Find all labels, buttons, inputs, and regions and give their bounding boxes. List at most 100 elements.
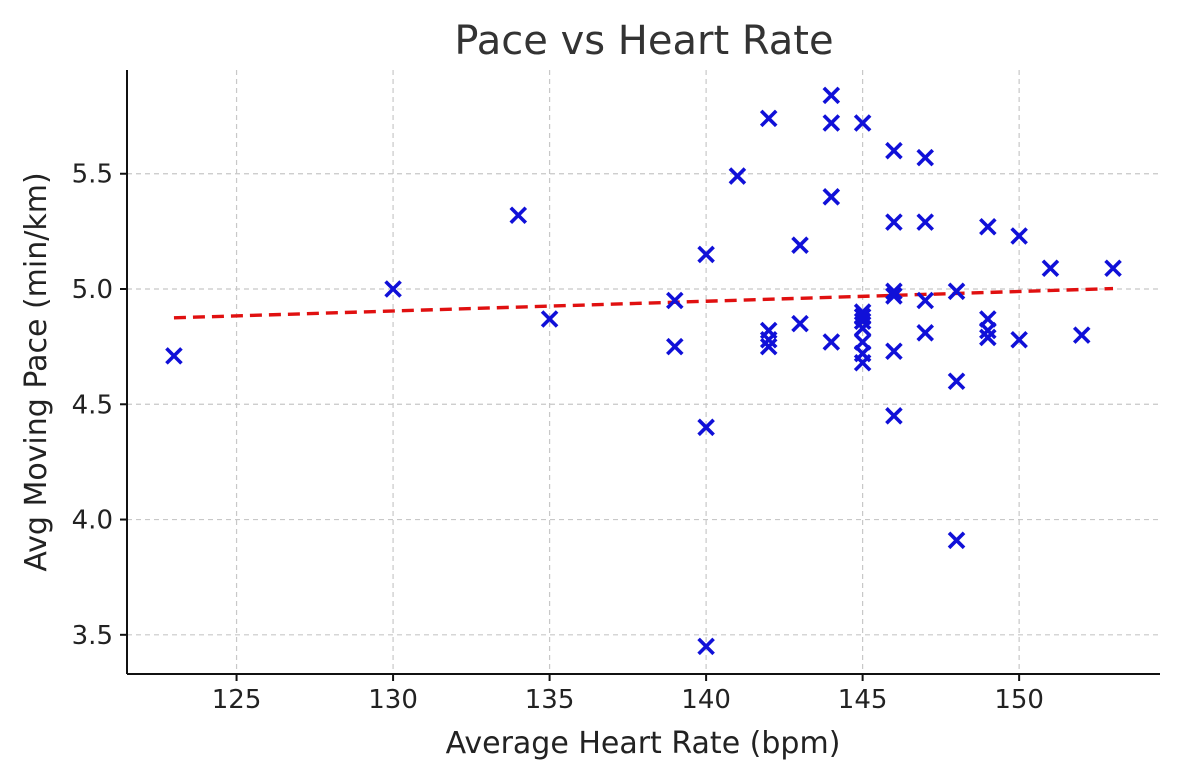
marker-stroke xyxy=(1072,326,1091,344)
chart-title: Pace vs Heart Rate xyxy=(454,18,833,64)
marker-stroke xyxy=(791,314,809,333)
marker-stroke xyxy=(509,206,528,225)
marker-stroke xyxy=(853,354,872,372)
data-point-marker xyxy=(791,314,809,333)
data-points xyxy=(165,86,1122,656)
marker-stroke xyxy=(947,531,966,550)
marker-stroke xyxy=(1041,259,1060,278)
y-tick-label: 5.0 xyxy=(72,275,113,305)
marker-stroke xyxy=(885,287,903,305)
marker-stroke xyxy=(1010,227,1028,245)
data-point-marker xyxy=(979,321,997,340)
data-point-marker xyxy=(384,280,402,298)
marker-stroke xyxy=(822,188,841,206)
marker-stroke xyxy=(759,337,778,356)
data-point-marker xyxy=(697,637,715,656)
marker-stroke xyxy=(853,312,872,331)
data-point-marker xyxy=(1010,227,1028,245)
marker-stroke xyxy=(853,319,872,337)
data-point-marker xyxy=(1104,259,1122,278)
data-point-marker xyxy=(1041,259,1060,278)
marker-stroke xyxy=(540,310,559,328)
data-point-marker xyxy=(885,342,903,361)
marker-stroke xyxy=(947,372,966,390)
data-point-marker xyxy=(853,114,872,132)
data-point-marker xyxy=(697,245,715,264)
data-point-marker xyxy=(885,141,903,160)
y-axis-label: Avg Moving Pace (min/km) xyxy=(19,172,54,571)
x-tick-label: 125 xyxy=(212,685,262,715)
x-tick-label: 135 xyxy=(525,685,575,715)
marker-stroke xyxy=(697,245,715,264)
marker-stroke xyxy=(947,282,966,301)
data-point-marker xyxy=(1010,330,1028,349)
x-tick-label: 140 xyxy=(681,685,731,715)
marker-stroke xyxy=(728,167,747,185)
data-point-marker xyxy=(1072,326,1091,344)
data-point-marker xyxy=(853,312,872,331)
marker-stroke xyxy=(885,141,903,160)
marker-stroke xyxy=(1104,259,1122,278)
data-point-marker xyxy=(885,213,903,231)
data-point-marker xyxy=(822,333,841,351)
data-point-marker xyxy=(979,328,997,347)
y-tick-label: 5.5 xyxy=(72,160,113,190)
y-tick-label: 3.5 xyxy=(72,621,113,651)
marker-stroke xyxy=(666,337,684,356)
data-point-marker xyxy=(822,86,841,105)
marker-stroke xyxy=(916,213,935,231)
marker-stroke xyxy=(979,328,997,347)
data-point-marker xyxy=(759,109,778,128)
trendline-layer xyxy=(173,286,1114,320)
x-tick-label: 145 xyxy=(838,685,888,715)
data-point-marker xyxy=(979,217,997,236)
data-point-marker xyxy=(165,347,183,365)
marker-stroke xyxy=(885,213,903,231)
data-point-marker xyxy=(885,407,903,425)
marker-stroke xyxy=(822,86,841,105)
axes xyxy=(126,70,1160,675)
marker-stroke xyxy=(885,342,903,361)
data-point-marker xyxy=(947,282,966,301)
data-point-marker xyxy=(540,310,559,328)
marker-stroke xyxy=(384,280,402,298)
marker-stroke xyxy=(165,347,183,365)
y-tick-label: 4.0 xyxy=(72,506,113,536)
data-point-marker xyxy=(916,324,935,342)
marker-stroke xyxy=(885,407,903,425)
x-tick-label: 150 xyxy=(994,685,1044,715)
marker-stroke xyxy=(759,109,778,128)
data-point-marker xyxy=(791,236,809,254)
data-point-marker xyxy=(728,167,747,185)
marker-stroke xyxy=(916,291,935,310)
marker-stroke xyxy=(853,114,872,132)
grid xyxy=(127,70,1160,674)
marker-stroke xyxy=(697,418,715,437)
marker-stroke xyxy=(791,236,809,254)
x-tick-label: 130 xyxy=(368,685,418,715)
marker-stroke xyxy=(979,321,997,340)
x-axis-label: Average Heart Rate (bpm) xyxy=(446,726,841,761)
data-point-marker xyxy=(697,418,715,437)
data-point-marker xyxy=(853,319,872,337)
data-point-marker xyxy=(759,330,778,349)
ticks: 125 130 135 140 145 150 3.5 4.0 4.5 5.0 5.5 xyxy=(72,160,1044,715)
marker-stroke xyxy=(916,148,935,167)
data-point-marker xyxy=(666,337,684,356)
data-point-marker xyxy=(509,206,528,225)
data-point-marker xyxy=(916,213,935,231)
data-point-marker xyxy=(947,531,966,550)
trend-line xyxy=(173,286,1114,320)
marker-stroke xyxy=(822,333,841,351)
marker-stroke xyxy=(1010,330,1028,349)
data-point-marker xyxy=(947,372,966,390)
data-point-marker xyxy=(759,337,778,356)
marker-stroke xyxy=(979,217,997,236)
data-point-marker xyxy=(822,188,841,206)
y-tick-label: 4.5 xyxy=(72,390,113,420)
marker-stroke xyxy=(916,324,935,342)
data-point-marker xyxy=(885,282,903,301)
marker-stroke xyxy=(885,282,903,301)
data-point-marker xyxy=(853,354,872,372)
